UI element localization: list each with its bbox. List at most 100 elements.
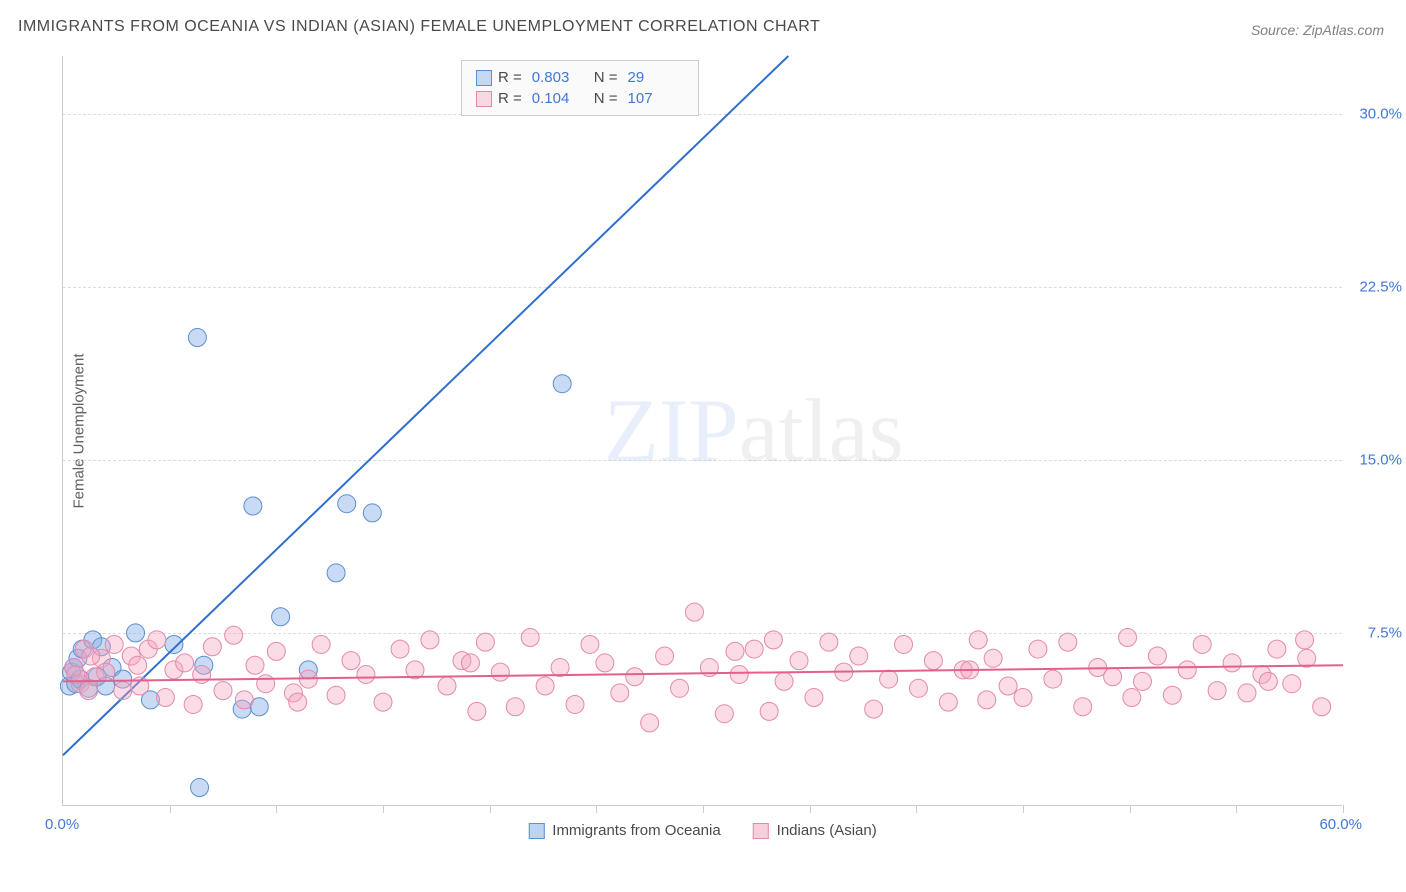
data-point	[790, 652, 808, 670]
x-tick-mark	[1130, 805, 1131, 813]
data-point	[214, 682, 232, 700]
data-point	[764, 631, 782, 649]
data-point	[581, 635, 599, 653]
data-point	[461, 654, 479, 672]
data-point	[566, 695, 584, 713]
legend-n-value: 29	[628, 69, 670, 86]
data-point	[1148, 647, 1166, 665]
data-point	[312, 635, 330, 653]
data-point	[880, 670, 898, 688]
data-point	[1104, 668, 1122, 686]
data-point	[114, 682, 132, 700]
bottom-legend-label: Immigrants from Oceania	[552, 822, 720, 839]
x-tick-mark	[810, 805, 811, 813]
data-point	[244, 497, 262, 515]
data-point	[1223, 654, 1241, 672]
scatter-plot	[63, 56, 1343, 806]
data-point	[909, 679, 927, 697]
legend-row-oceania: R = 0.803 N = 29	[476, 67, 684, 88]
data-point	[267, 642, 285, 660]
legend-swatch-icon	[476, 70, 492, 86]
data-point	[536, 677, 554, 695]
data-point	[327, 564, 345, 582]
data-point	[1268, 640, 1286, 658]
data-point	[551, 659, 569, 677]
data-point	[1014, 689, 1032, 707]
data-point	[611, 684, 629, 702]
y-tick-label: 22.5%	[1359, 278, 1402, 295]
data-point	[272, 608, 290, 626]
data-point	[1029, 640, 1047, 658]
chart-title: IMMIGRANTS FROM OCEANIA VS INDIAN (ASIAN…	[18, 18, 820, 36]
data-point	[148, 631, 166, 649]
data-point	[491, 663, 509, 681]
bottom-legend: Immigrants from Oceania Indians (Asian)	[528, 822, 876, 839]
y-tick-label: 15.0%	[1359, 451, 1402, 468]
data-point	[342, 652, 360, 670]
data-point	[760, 702, 778, 720]
data-point	[327, 686, 345, 704]
data-point	[156, 689, 174, 707]
data-point	[805, 689, 823, 707]
data-point	[685, 603, 703, 621]
y-tick-label: 7.5%	[1368, 624, 1402, 641]
x-end-label: 60.0%	[1319, 816, 1362, 833]
data-point	[1074, 698, 1092, 716]
bottom-legend-item: Indians (Asian)	[753, 822, 877, 839]
x-tick-mark	[383, 805, 384, 813]
data-point	[726, 642, 744, 660]
data-point	[850, 647, 868, 665]
data-point	[363, 504, 381, 522]
bottom-legend-item: Immigrants from Oceania	[528, 822, 720, 839]
data-point	[357, 665, 375, 683]
data-point	[984, 649, 1002, 667]
data-point	[468, 702, 486, 720]
data-point	[999, 677, 1017, 695]
data-point	[1238, 684, 1256, 702]
data-point	[191, 779, 209, 797]
x-tick-mark	[1236, 805, 1237, 813]
data-point	[438, 677, 456, 695]
data-point	[939, 693, 957, 711]
legend-swatch-icon	[753, 823, 769, 839]
data-point	[476, 633, 494, 651]
data-point	[1283, 675, 1301, 693]
data-point	[1298, 649, 1316, 667]
data-point	[225, 626, 243, 644]
data-point	[1313, 698, 1331, 716]
data-point	[421, 631, 439, 649]
data-point	[184, 695, 202, 713]
data-point	[865, 700, 883, 718]
x-origin-label: 0.0%	[45, 816, 79, 833]
legend-r-label: R =	[498, 90, 522, 107]
data-point	[246, 656, 264, 674]
legend-row-indians: R = 0.104 N = 107	[476, 88, 684, 109]
data-point	[715, 705, 733, 723]
x-tick-mark	[596, 805, 597, 813]
data-point	[1119, 629, 1137, 647]
x-tick-mark	[276, 805, 277, 813]
data-point	[1163, 686, 1181, 704]
data-point	[521, 629, 539, 647]
data-point	[978, 691, 996, 709]
data-point	[129, 656, 147, 674]
legend-r-value: 0.803	[532, 69, 574, 86]
data-point	[289, 693, 307, 711]
data-point	[596, 654, 614, 672]
data-point	[1133, 672, 1151, 690]
data-point	[105, 635, 123, 653]
x-tick-mark	[703, 805, 704, 813]
data-point	[165, 635, 183, 653]
legend-r-value: 0.104	[532, 90, 574, 107]
source-credit: Source: ZipAtlas.com	[1251, 22, 1384, 38]
bottom-legend-label: Indians (Asian)	[777, 822, 877, 839]
trend-line	[63, 56, 788, 755]
data-point	[1059, 633, 1077, 651]
data-point	[1193, 635, 1211, 653]
data-point	[745, 640, 763, 658]
data-point	[203, 638, 221, 656]
data-point	[338, 495, 356, 513]
data-point	[257, 675, 275, 693]
data-point	[626, 668, 644, 686]
x-tick-mark	[490, 805, 491, 813]
